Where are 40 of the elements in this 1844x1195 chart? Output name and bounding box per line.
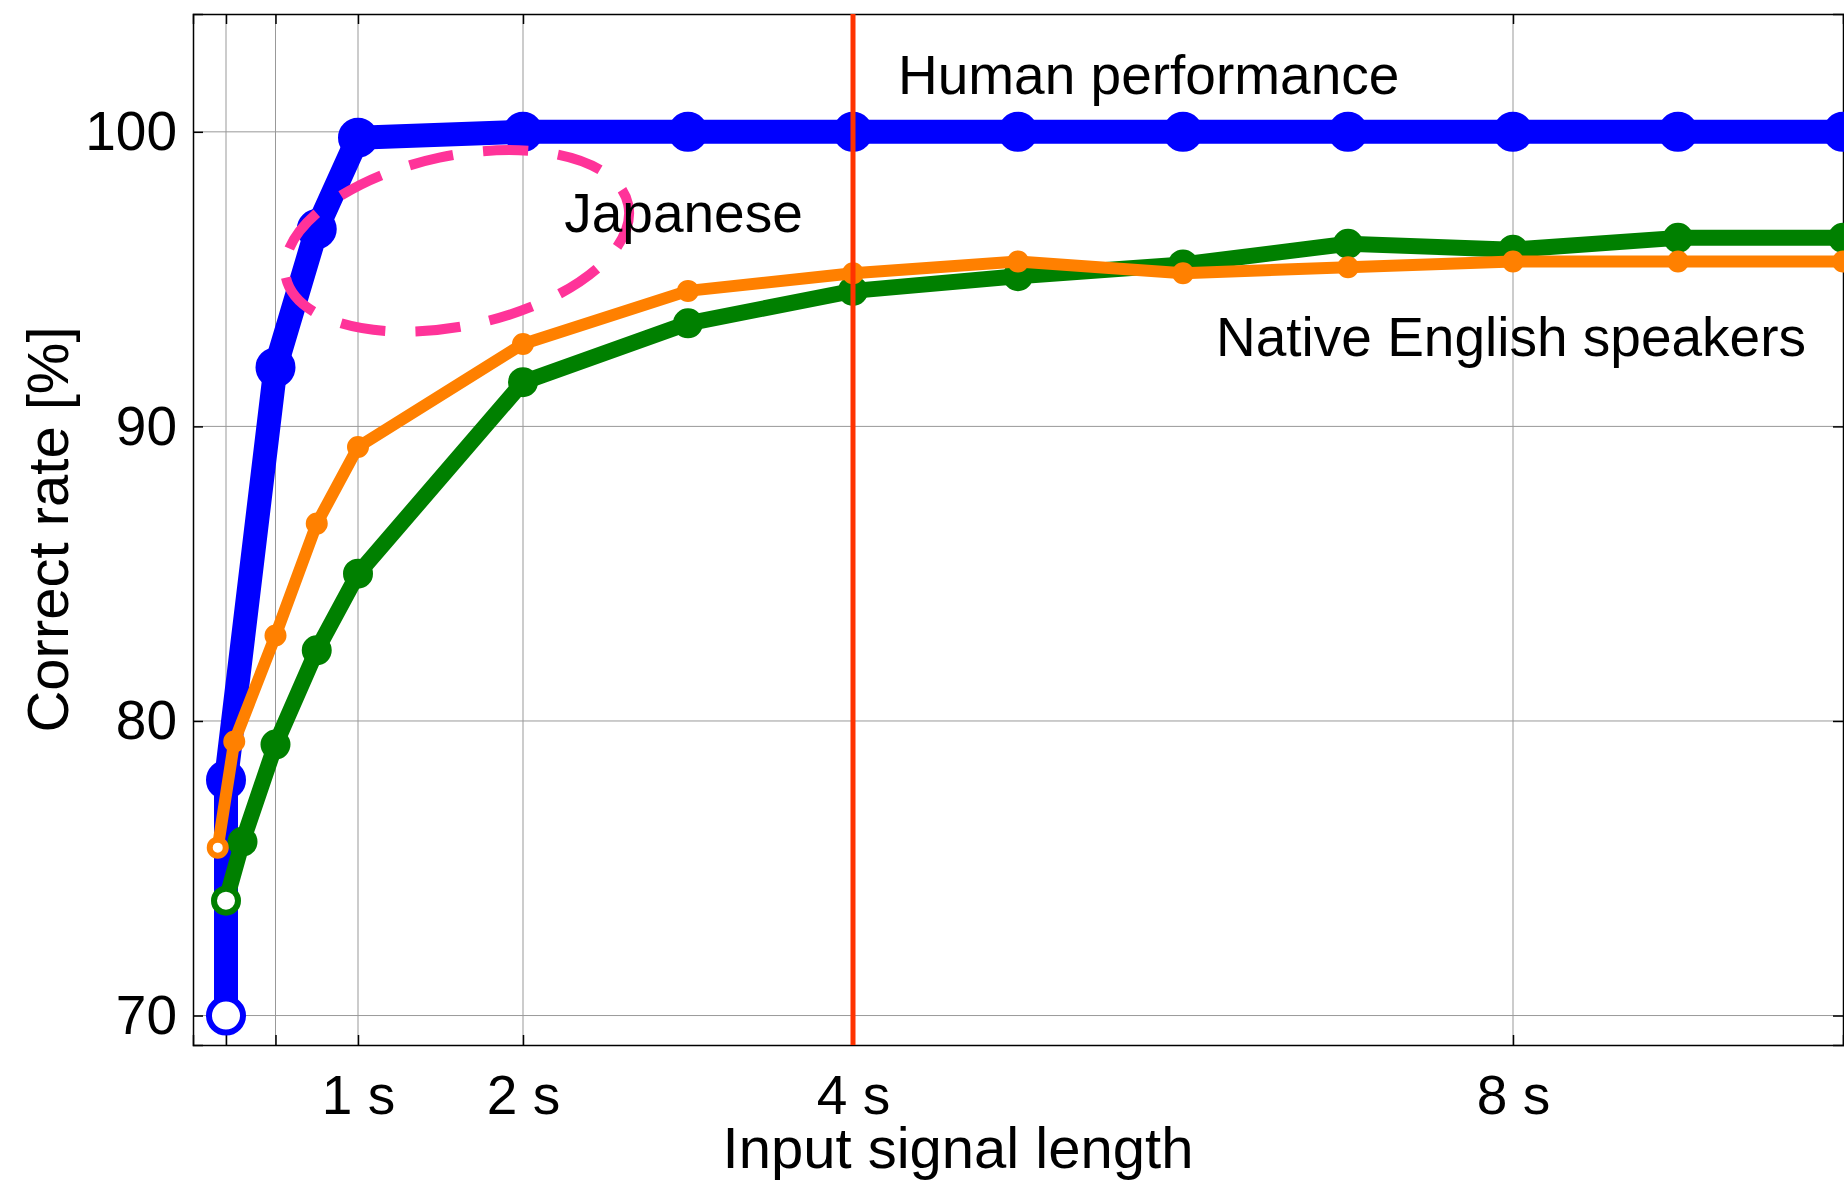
point (677, 279, 699, 302)
point (512, 332, 534, 355)
point (1163, 111, 1203, 152)
point (255, 347, 296, 388)
point (223, 730, 246, 753)
point (305, 512, 328, 535)
point (668, 111, 708, 152)
point (673, 308, 703, 339)
y-tick-label: 80 (115, 689, 177, 752)
point (301, 635, 332, 666)
point (338, 117, 378, 158)
point (1663, 222, 1693, 253)
point (1493, 111, 1533, 152)
point (1172, 262, 1194, 285)
series-label: Native English speakers (1216, 305, 1807, 368)
point (1328, 111, 1368, 152)
point (1337, 256, 1359, 279)
point (1007, 250, 1029, 273)
point (343, 558, 373, 589)
point (264, 624, 287, 647)
point (1502, 250, 1524, 273)
point (1667, 250, 1689, 273)
x-tick-label: 2 s (486, 1064, 561, 1127)
y-tick-label: 100 (85, 99, 177, 162)
point (260, 729, 291, 760)
ref-line-label: Human performance (898, 44, 1400, 106)
y-tick-label: 90 (115, 394, 177, 457)
point (998, 111, 1038, 152)
point (1658, 111, 1698, 152)
x-tick-label: 8 s (1476, 1064, 1551, 1127)
point (1333, 228, 1363, 259)
y-tick-label: 70 (115, 983, 177, 1046)
point (227, 826, 258, 857)
point (508, 367, 538, 398)
point (206, 836, 229, 859)
point (347, 436, 369, 459)
point (503, 111, 543, 152)
y-axis-title: Correct rate [%] (15, 326, 80, 733)
x-tick-label: 1 s (321, 1064, 396, 1127)
point (211, 885, 241, 916)
